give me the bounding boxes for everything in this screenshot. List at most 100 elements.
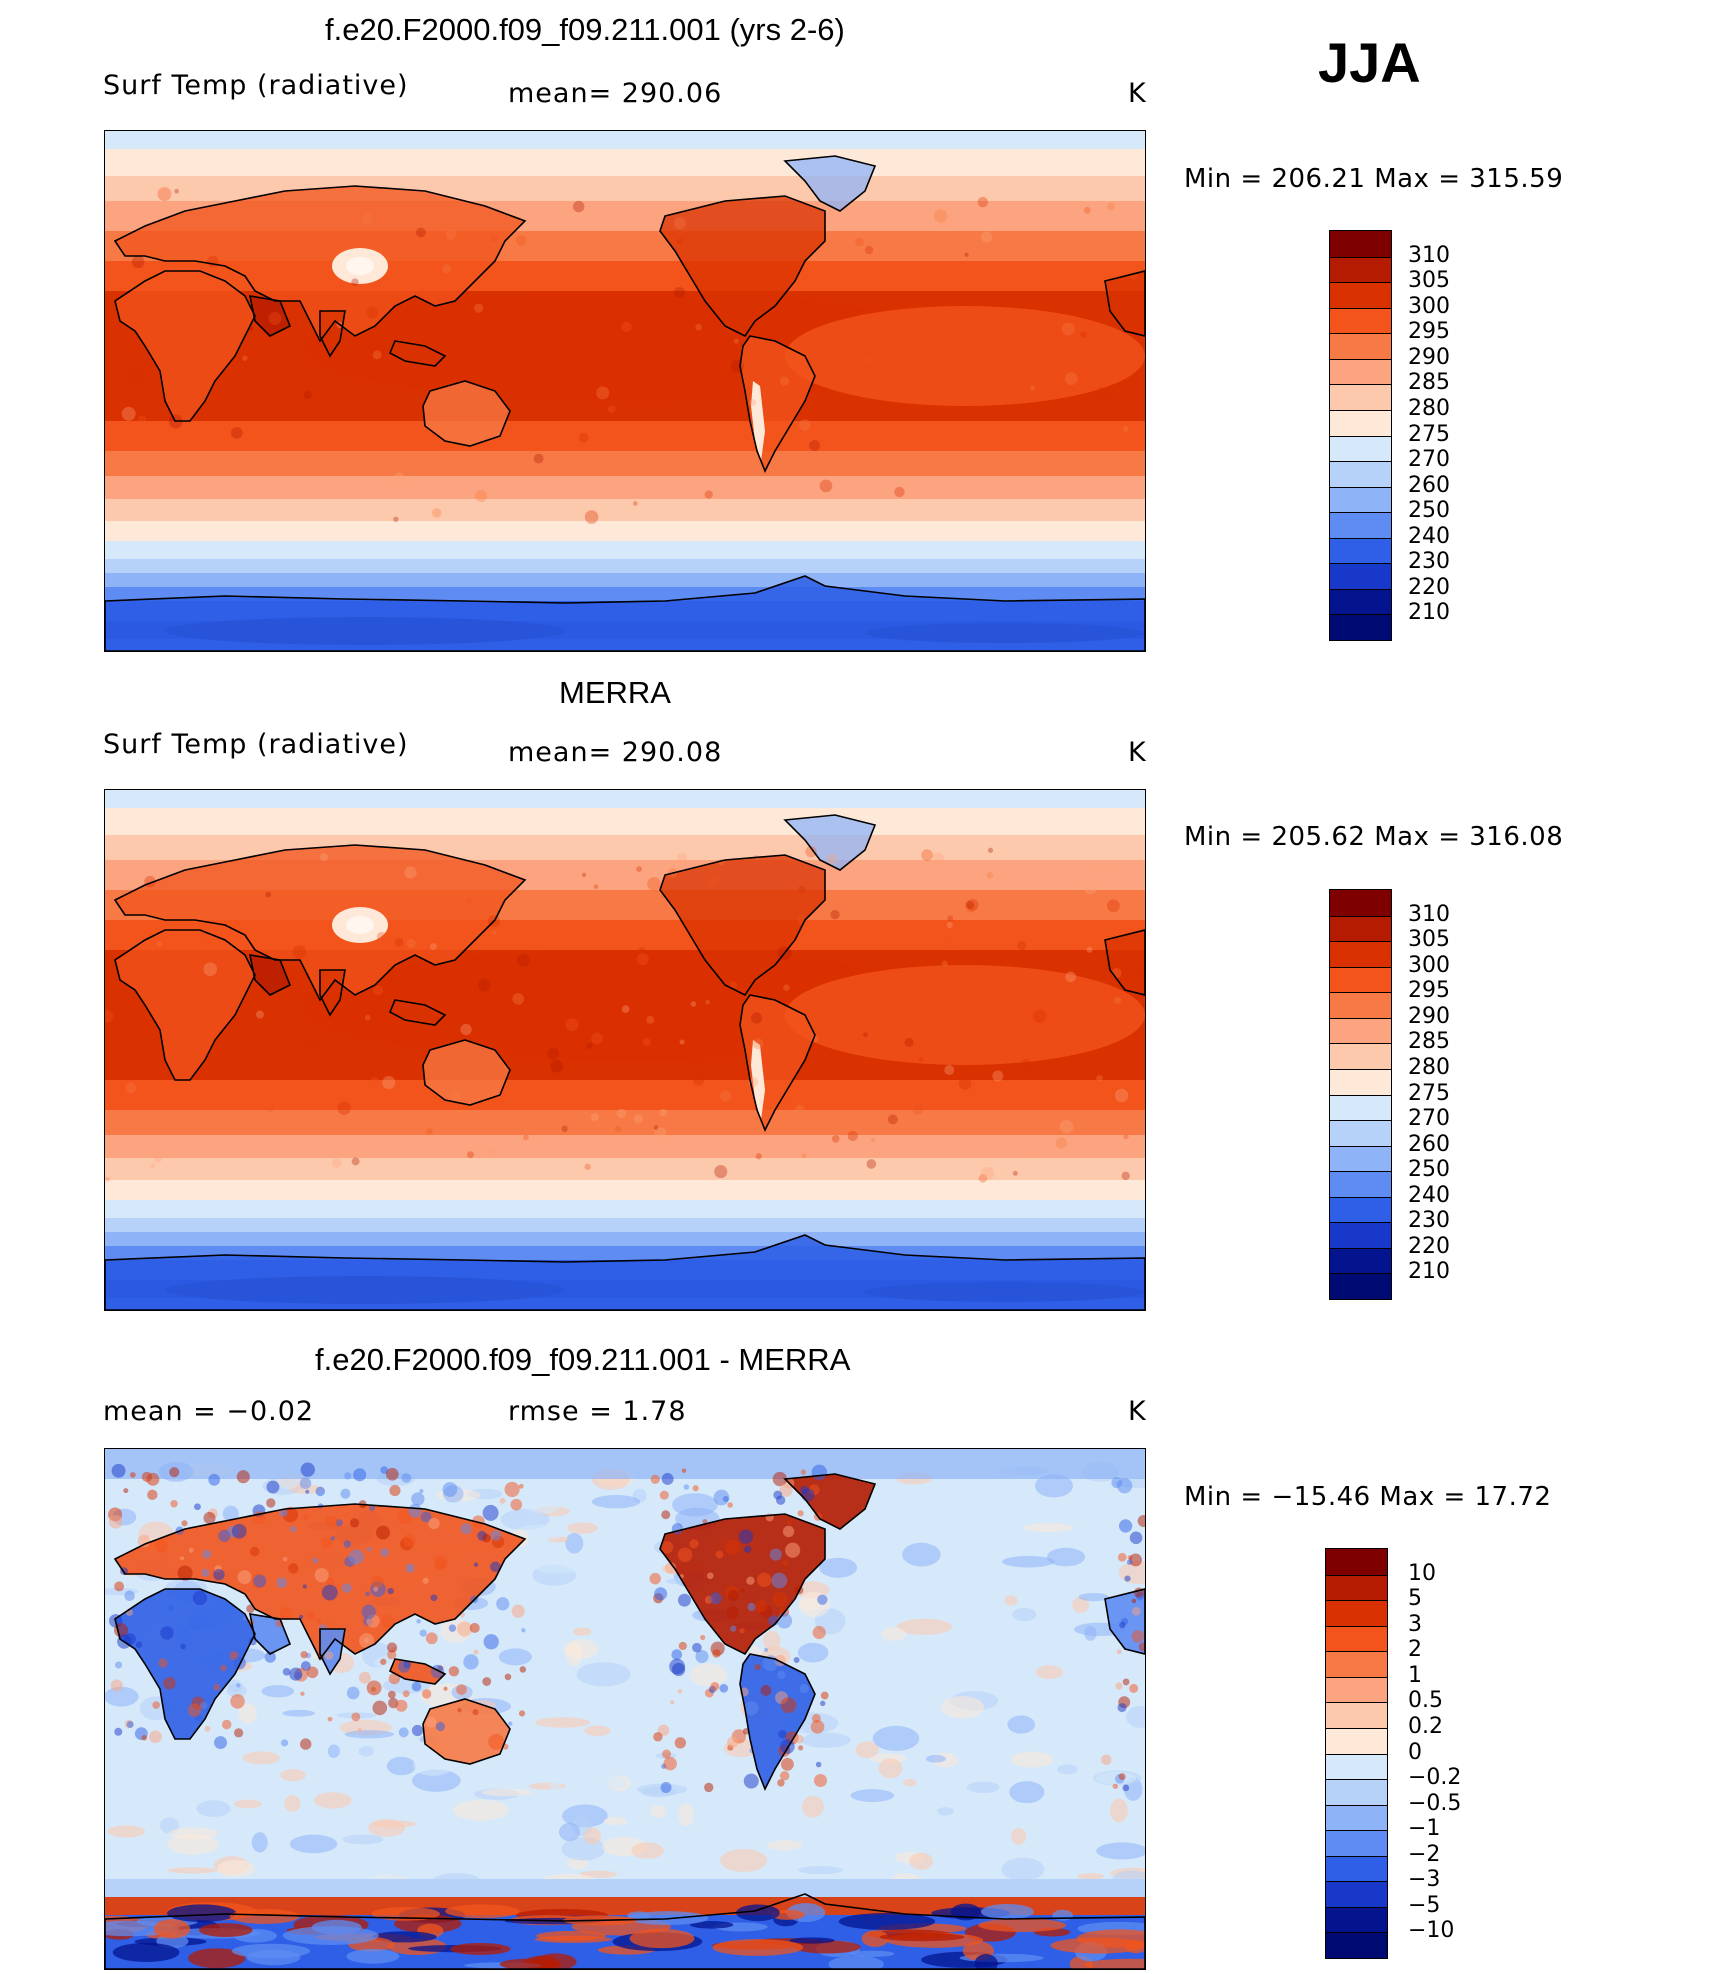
colorbar-segment xyxy=(1330,966,1391,993)
colorbar-tick-label: 220 xyxy=(1408,1233,1450,1259)
colorbar-segment xyxy=(1326,1906,1387,1933)
colorbar-segment xyxy=(1326,1574,1387,1601)
colorbar-tick-label: 310 xyxy=(1408,901,1450,927)
colorbar-tick-label: −10 xyxy=(1408,1918,1455,1944)
colorbar-tick-label: 3 xyxy=(1408,1611,1422,1637)
colorbar-segment xyxy=(1330,1273,1391,1299)
colorbar-tick-label: 210 xyxy=(1408,600,1450,626)
colorbar-tick-label: 290 xyxy=(1408,1003,1450,1029)
colorbar-segment xyxy=(1330,1171,1391,1197)
colorbar-segment xyxy=(1326,1600,1387,1626)
colorbar-segment xyxy=(1330,231,1391,257)
colorbar-segment xyxy=(1326,1727,1387,1754)
colorbar-tick-label: 0.2 xyxy=(1408,1713,1443,1739)
units-label: K xyxy=(1128,78,1147,109)
colorbar-tick-label: 1 xyxy=(1408,1662,1422,1688)
colorbar-tick-label: 260 xyxy=(1408,472,1450,498)
colorbar-tick-label: 10 xyxy=(1408,1560,1436,1586)
colorbar-segment xyxy=(1330,1222,1391,1248)
colorbar-tick-label: 295 xyxy=(1408,319,1450,345)
colorbar-segment xyxy=(1330,1196,1391,1223)
colorbar-segment xyxy=(1326,1932,1387,1958)
colorbar-segment xyxy=(1326,1804,1387,1831)
colorbar-tick-label: 250 xyxy=(1408,1157,1450,1183)
colorbar xyxy=(1329,889,1392,1300)
minmax-label: Min = 206.21 Max = 315.59 xyxy=(1184,164,1564,194)
colorbar-tick-label: −2 xyxy=(1408,1841,1441,1867)
colorbar-tick-label: −0.2 xyxy=(1408,1765,1462,1791)
colorbar-segment xyxy=(1330,1120,1391,1146)
colorbar-segment xyxy=(1330,358,1391,385)
map-plot xyxy=(104,130,1146,652)
season-label: JJA xyxy=(1318,31,1421,94)
colorbar-tick-label: 300 xyxy=(1408,952,1450,978)
colorbar-segment xyxy=(1330,384,1391,410)
temperature-map xyxy=(105,790,1145,1310)
colorbar-tick-label: 210 xyxy=(1408,1259,1450,1285)
colorbar-tick-label: 280 xyxy=(1408,1054,1450,1080)
colorbar-segment xyxy=(1330,512,1391,538)
colorbar-segment xyxy=(1330,333,1391,359)
colorbar-segment xyxy=(1326,1702,1387,1728)
colorbar-segment xyxy=(1326,1549,1387,1575)
colorbar-segment xyxy=(1330,1247,1391,1274)
colorbar xyxy=(1325,1548,1388,1959)
colorbar-segment xyxy=(1326,1651,1387,1677)
units-label: K xyxy=(1128,737,1147,768)
colorbar-tick-label: 310 xyxy=(1408,242,1450,268)
colorbar-tick-label: 240 xyxy=(1408,1182,1450,1208)
colorbar-segment xyxy=(1330,307,1391,334)
colorbar-segment xyxy=(1326,1753,1387,1780)
colorbar-segment xyxy=(1330,1043,1391,1069)
colorbar-tick-label: 275 xyxy=(1408,421,1450,447)
colorbar-tick-label: 0.5 xyxy=(1408,1688,1443,1714)
colorbar-segment xyxy=(1330,563,1391,589)
colorbar-tick-label: 5 xyxy=(1408,1586,1422,1612)
colorbar-segment xyxy=(1330,282,1391,308)
colorbar xyxy=(1329,230,1392,641)
colorbar-tick-label: 230 xyxy=(1408,549,1450,575)
colorbar-segment xyxy=(1330,537,1391,564)
colorbar-tick-label: 270 xyxy=(1408,447,1450,473)
colorbar-tick-label: −5 xyxy=(1408,1892,1441,1918)
colorbar-tick-label: 290 xyxy=(1408,344,1450,370)
rmse-label: rmse = 1.78 xyxy=(508,1396,687,1427)
temperature-map xyxy=(105,131,1145,651)
colorbar-segment xyxy=(1330,435,1391,462)
map-plot xyxy=(104,1448,1146,1970)
colorbar-segment xyxy=(1330,588,1391,615)
colorbar-tick-label: 305 xyxy=(1408,927,1450,953)
colorbar-tick-label: −3 xyxy=(1408,1867,1441,1893)
colorbar-segment xyxy=(1330,409,1391,436)
panel-title: f.e20.F2000.f09_f09.211.001 (yrs 2-6) xyxy=(325,12,845,47)
colorbar-tick-label: 230 xyxy=(1408,1208,1450,1234)
colorbar-segment xyxy=(1326,1830,1387,1856)
colorbar-tick-label: 270 xyxy=(1408,1106,1450,1132)
variable-label: Surf Temp (radiative) xyxy=(103,729,409,760)
colorbar-tick-label: 280 xyxy=(1408,395,1450,421)
units-label: K xyxy=(1128,1396,1147,1427)
colorbar-segment xyxy=(1330,992,1391,1018)
colorbar-tick-label: 275 xyxy=(1408,1080,1450,1106)
colorbar-segment xyxy=(1330,890,1391,916)
colorbar-segment xyxy=(1326,1676,1387,1703)
colorbar-segment xyxy=(1330,486,1391,513)
colorbar-segment xyxy=(1330,915,1391,942)
colorbar-segment xyxy=(1330,461,1391,487)
minmax-label: Min = 205.62 Max = 316.08 xyxy=(1184,822,1564,852)
colorbar-tick-label: 260 xyxy=(1408,1131,1450,1157)
variable-label: Surf Temp (radiative) xyxy=(103,70,409,101)
colorbar-segment xyxy=(1330,614,1391,640)
panel-title: MERRA xyxy=(559,675,671,710)
colorbar-segment xyxy=(1330,1145,1391,1172)
colorbar-segment xyxy=(1330,1017,1391,1044)
colorbar-tick-label: 295 xyxy=(1408,978,1450,1004)
colorbar-tick-label: 305 xyxy=(1408,268,1450,294)
colorbar-segment xyxy=(1330,941,1391,967)
colorbar-tick-label: 250 xyxy=(1408,498,1450,524)
colorbar-tick-label: 285 xyxy=(1408,1029,1450,1055)
colorbar-segment xyxy=(1330,1068,1391,1095)
mean-label: mean= 290.08 xyxy=(508,737,723,768)
difference-map xyxy=(105,1449,1145,1969)
colorbar-tick-label: 0 xyxy=(1408,1739,1422,1765)
